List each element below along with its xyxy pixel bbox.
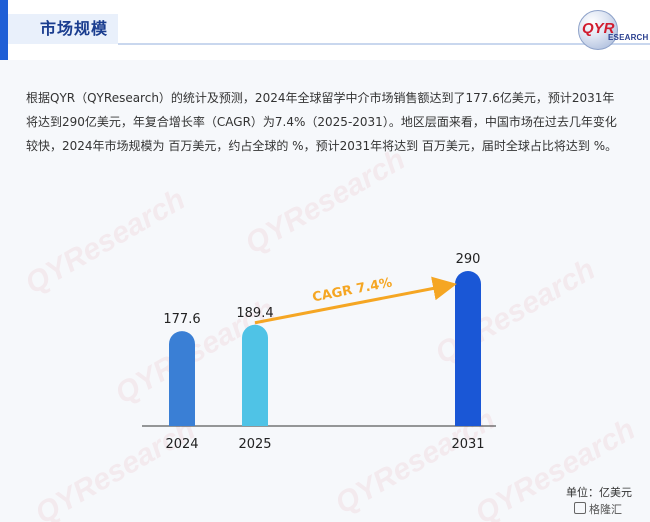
cagr-label: CAGR 7.4% — [311, 275, 393, 305]
tick-label-2025: 2025 — [238, 437, 271, 452]
watermark-1: QYResearch — [240, 143, 411, 261]
page-title: 市场规模 — [40, 19, 109, 38]
bar-series: 177.6 2024 189.4 2025 290 2031 — [163, 252, 484, 452]
intro-paragraph: 根据QYR（QYResearch）的统计及预测，2024年全球留学中介市场销售额… — [26, 91, 618, 153]
source-mark-text: 格隆汇 — [589, 503, 622, 516]
header-rule — [118, 43, 650, 45]
data-label-2024: 177.6 — [163, 312, 200, 327]
header-band — [0, 14, 118, 44]
qyresearch-logo: QYR ESEARCH — [576, 6, 649, 54]
bar-2025 — [242, 324, 268, 426]
bar-2024 — [169, 331, 195, 426]
data-label-2025: 189.4 — [236, 306, 273, 321]
source-icon — [574, 502, 586, 514]
bar-2031 — [455, 271, 481, 426]
logo-mark: QYR — [582, 20, 615, 37]
watermark-0: QYResearch — [20, 183, 191, 301]
watermark-layer: QYResearch QYResearchQYResearchQYResearch… — [20, 143, 641, 522]
data-label-2031: 290 — [456, 252, 481, 267]
watermark-5: QYResearch — [30, 413, 201, 522]
logo-text: ESEARCH — [608, 33, 649, 42]
cagr-annotation: CAGR 7.4% — [254, 275, 457, 325]
unit-label: 单位：亿美元 — [566, 486, 632, 499]
header-accent — [0, 0, 8, 60]
cagr-arrow — [254, 276, 457, 325]
tick-label-2031: 2031 — [451, 437, 484, 452]
header-bar: 市场规模 QYR ESEARCH — [0, 0, 650, 60]
source-mark: 格隆汇 — [574, 502, 622, 517]
tick-label-2024: 2024 — [165, 437, 198, 452]
logo-globe-icon — [578, 10, 618, 50]
